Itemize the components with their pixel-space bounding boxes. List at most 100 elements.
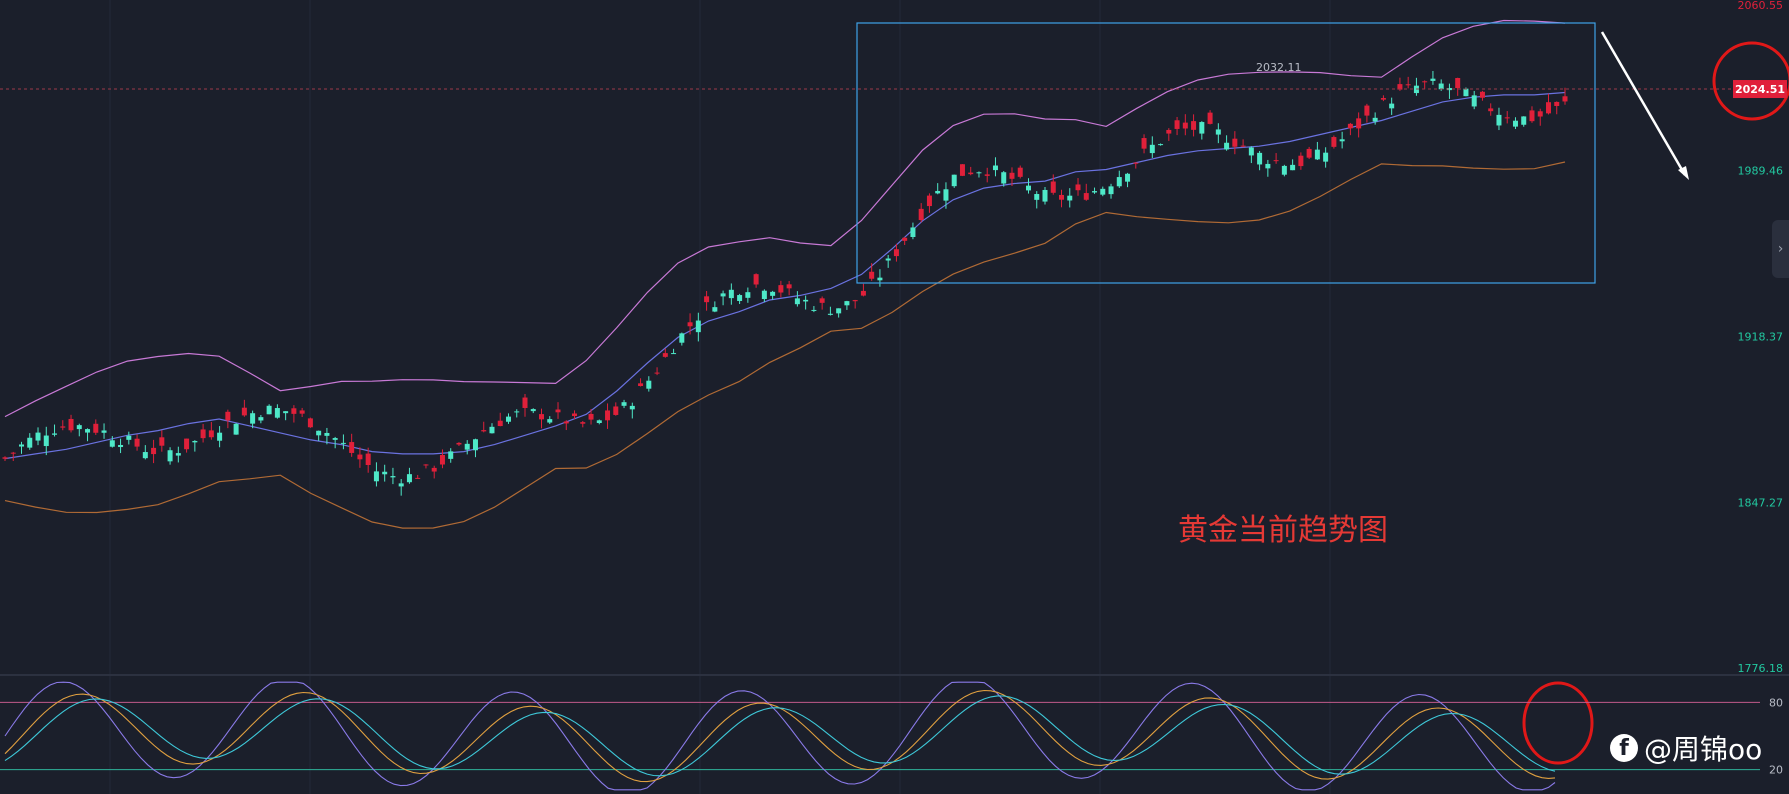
candle-body <box>786 284 792 289</box>
candle-body <box>126 435 132 440</box>
candle-body <box>514 411 520 413</box>
candle-body <box>241 407 247 416</box>
candle-body <box>704 296 710 303</box>
candle-body <box>93 423 99 433</box>
price-tick-label: 1918.37 <box>1738 330 1784 343</box>
candles <box>2 70 1568 496</box>
candle-body <box>192 440 198 443</box>
candle-body <box>992 165 998 171</box>
candle-body <box>1529 110 1535 122</box>
candle-body <box>1298 155 1304 167</box>
candle-body <box>935 190 941 194</box>
candle-body <box>1042 189 1048 202</box>
candle-body <box>1430 78 1436 81</box>
candle-body <box>1116 177 1122 187</box>
candle-body <box>1050 181 1056 193</box>
candle-body <box>1215 129 1221 135</box>
candle-body <box>539 414 545 420</box>
candle-body <box>1422 81 1428 83</box>
candle-body <box>481 430 487 432</box>
candle-body <box>390 476 396 478</box>
down-arrow-line <box>1600 31 1687 176</box>
candle-body <box>869 271 875 279</box>
candle-body <box>794 298 800 305</box>
candle-body <box>1496 114 1502 126</box>
candle-body <box>1025 185 1031 191</box>
candle-body <box>563 421 569 424</box>
middle-band <box>4 91 1566 460</box>
bollinger-bands <box>4 19 1566 529</box>
current-price-badge <box>1733 80 1787 99</box>
candle-body <box>43 435 49 447</box>
candle-body <box>638 383 644 386</box>
candle-body <box>893 249 899 257</box>
candle-body <box>596 420 602 424</box>
candle-body <box>175 453 181 456</box>
price-axis: 2060.55 1989.46 1918.37 1847.27 1776.18 2024.… <box>1733 0 1787 675</box>
candle-body <box>365 453 371 466</box>
candle-body <box>530 409 536 412</box>
candle-body <box>497 420 503 427</box>
candle-body <box>118 444 124 448</box>
candle-body <box>258 417 264 421</box>
candle-body <box>844 301 850 306</box>
side-panel-toggle[interactable]: › <box>1772 220 1789 278</box>
candle-body <box>613 406 619 415</box>
candle-body <box>679 333 685 343</box>
candle-body <box>572 413 578 417</box>
candle-body <box>1512 120 1518 127</box>
candle-body <box>943 189 949 201</box>
candle-body <box>1389 103 1395 109</box>
candle-body <box>274 408 280 418</box>
candle-body <box>1149 144 1155 154</box>
candle-body <box>1537 111 1543 117</box>
price-tick-label: 2060.55 <box>1738 0 1784 12</box>
candle-body <box>27 437 33 448</box>
candle-body <box>1273 160 1279 162</box>
candle-body <box>1232 138 1238 147</box>
candle-body <box>1356 118 1362 129</box>
candle-body <box>827 313 833 315</box>
candle-body <box>852 300 858 302</box>
oscillator-panel: 80 20 <box>0 681 1783 791</box>
candle-body <box>761 290 767 300</box>
candle-body <box>1001 172 1007 184</box>
candle-body <box>406 474 412 483</box>
candle-body <box>1207 112 1213 124</box>
candle-body <box>1463 88 1469 97</box>
watermark: f @周锦oo <box>1610 728 1762 768</box>
candle-body <box>10 452 16 454</box>
candle-body <box>1174 120 1180 129</box>
candle-body <box>448 451 454 459</box>
candle-body <box>662 353 668 357</box>
candle-body <box>968 172 974 175</box>
candle-body <box>1479 91 1485 98</box>
candle-body <box>885 258 891 261</box>
candle-body <box>926 195 932 207</box>
candle-body <box>233 423 239 435</box>
candle-body <box>68 418 74 431</box>
candle-body <box>1281 165 1287 175</box>
candle-body <box>860 290 866 296</box>
candle-body <box>184 438 190 450</box>
candle-body <box>250 413 256 424</box>
watermark-text: @周锦oo <box>1644 733 1763 766</box>
candle-body <box>1372 117 1378 122</box>
candle-body <box>398 483 404 487</box>
candle-body <box>580 422 586 424</box>
candle-body <box>1108 186 1114 195</box>
candle-body <box>1199 122 1205 134</box>
candle-body <box>1488 108 1494 112</box>
candle-body <box>629 405 635 410</box>
current-price-circle <box>1712 41 1789 121</box>
candle-body <box>1017 167 1023 177</box>
candle-body <box>151 447 157 455</box>
price-tick-label: 1776.18 <box>1738 662 1784 675</box>
candle-body <box>621 402 627 406</box>
candle-body <box>836 308 842 314</box>
candle-body <box>340 442 346 444</box>
candle-body <box>109 440 115 447</box>
candle-body <box>489 426 495 434</box>
candle-body <box>1248 147 1254 156</box>
